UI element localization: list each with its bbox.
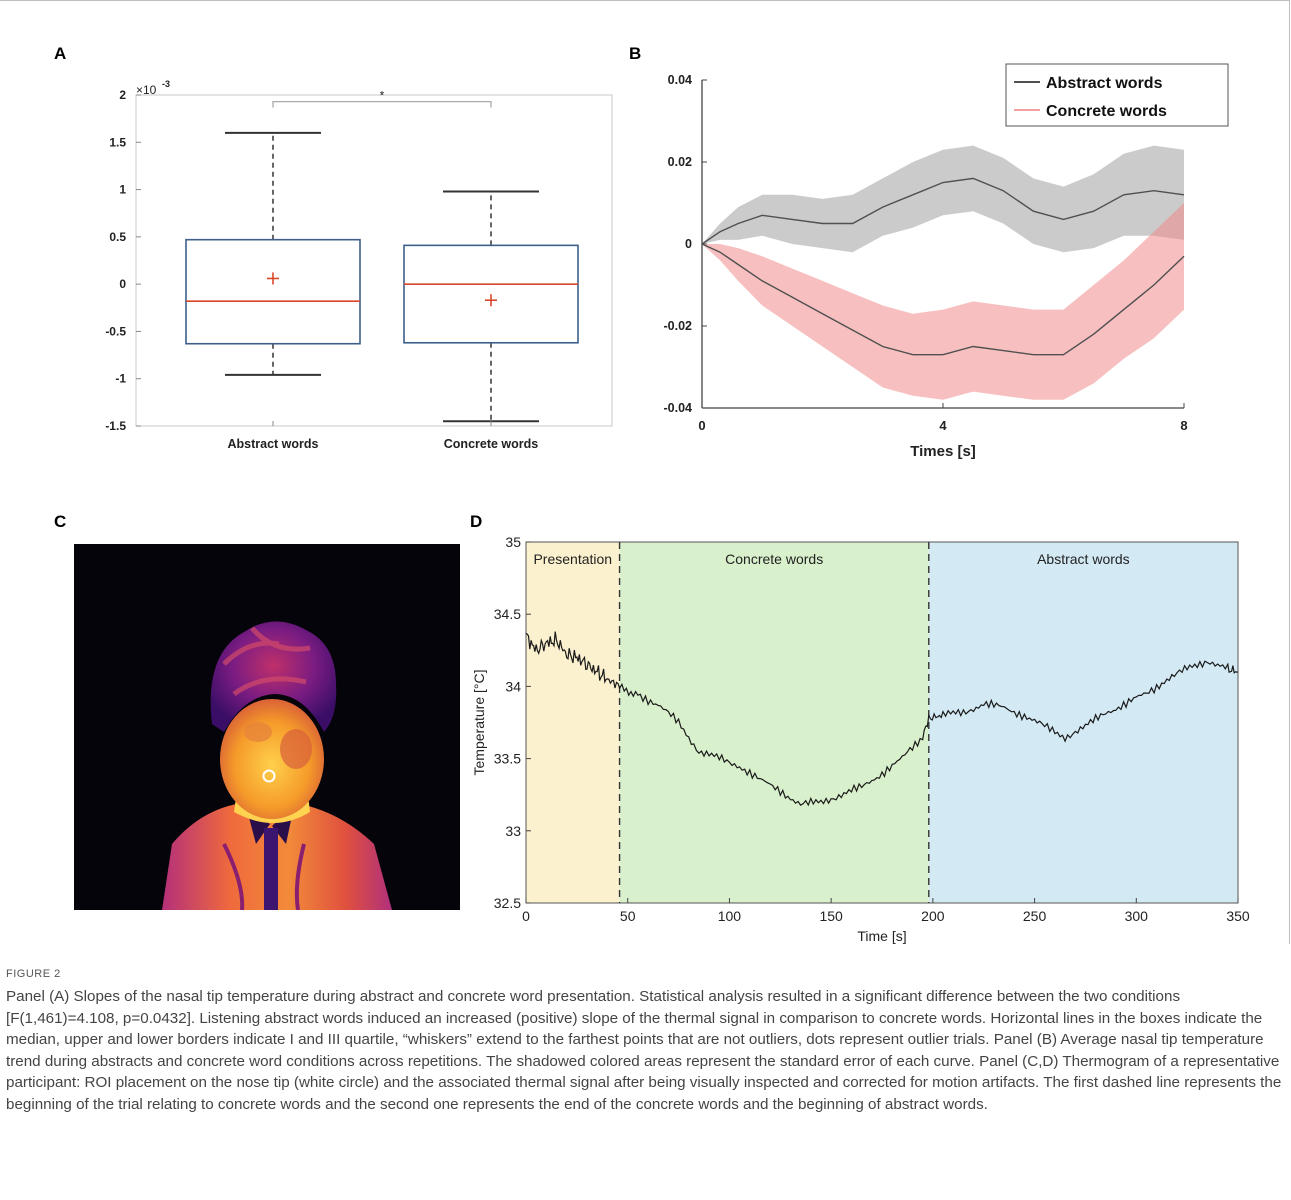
x-axis-label-b: Times [s] [910, 443, 976, 460]
y-tick-label-b: 0.02 [668, 155, 692, 169]
y-tick-label-d: 32.5 [494, 895, 521, 911]
y-tick-label-a: -0.5 [105, 324, 126, 338]
roi-circle [262, 769, 276, 783]
panel-letter-d: D [470, 512, 483, 531]
plot-area-d [525, 541, 1239, 904]
y-axis-label-d: Temperature [°C] [471, 670, 487, 776]
region-label: Abstract words [1037, 551, 1130, 567]
y-tick-label-b: -0.02 [664, 319, 693, 333]
legend-box [1005, 63, 1229, 127]
temperature-signal-line [525, 631, 1239, 807]
se-band-concrete [702, 203, 1184, 400]
y-tick-label-d: 33 [505, 823, 521, 839]
axis-exponent-label: -3 [162, 79, 170, 89]
x-tick-label-d: 0 [522, 908, 530, 924]
series-line-abstract [701, 177, 1185, 245]
region-1 [619, 542, 929, 903]
thermogram-image [74, 544, 460, 910]
figure-caption: FIGURE 2 Panel (A) Slopes of the nasal t… [6, 968, 1286, 1115]
temperature-trend-chart: 0.04 0.02 0 -0.02 -0.04 0 4 8 Times [s] Abstract … [664, 63, 1229, 460]
y-tick-label-a: 1.5 [109, 135, 126, 149]
caption-text: Panel (A) Slopes of the nasal tip temper… [6, 986, 1286, 1115]
y-tick-label-a: 1 [119, 183, 126, 197]
y-tick-label-a: 0.5 [109, 230, 126, 244]
x-tick-label-d: 350 [1226, 908, 1250, 924]
plot-area-a [135, 94, 613, 427]
panel-letter-a: A [54, 44, 67, 63]
x-tick-label-d: 200 [921, 908, 945, 924]
x-tick-label-d: 100 [718, 908, 742, 924]
y-tick-label-a: 0 [119, 277, 126, 291]
y-tick-label-d: 34.5 [494, 606, 521, 622]
x-tick-label-d: 150 [819, 908, 843, 924]
box-concrete [403, 244, 579, 344]
legend-label: Concrete words [1046, 103, 1167, 120]
x-tick-label-d: 300 [1125, 908, 1149, 924]
y-tick-label-a: -1.5 [105, 419, 126, 433]
region-label: Concrete words [725, 551, 823, 567]
significance-bracket [272, 100, 492, 108]
x-tick-label-b: 8 [1180, 418, 1187, 433]
panel-letter-b: B [629, 44, 642, 63]
x-tick-label-d: 250 [1023, 908, 1047, 924]
y-tick-label-d: 33.5 [494, 751, 521, 767]
y-tick-label-b: 0 [685, 237, 692, 251]
axis-multiplier-label: ×10 [136, 83, 157, 97]
caption-text-body: Panel (A) Slopes of the nasal tip temper… [6, 988, 1282, 1113]
y-tick-label-d: 34 [505, 678, 521, 694]
x-tick-label-a: Abstract words [228, 437, 319, 451]
se-band-abstract [702, 145, 1184, 253]
x-tick-label-d: 50 [620, 908, 636, 924]
box-abstract [185, 238, 361, 345]
y-tick-label-a: 2 [119, 88, 126, 102]
y-tick-label-a: -1 [115, 372, 126, 386]
legend-label: Abstract words [1046, 75, 1163, 92]
significance-marker: * [380, 89, 385, 103]
box-plot-chart: 2 1.5 1 0.5 0 -0.5 -1 -1.5 ×10 -3 Abstract words Co… [105, 79, 613, 451]
series-line-concrete [701, 243, 1185, 356]
x-axis-label-d: Time [s] [857, 928, 906, 944]
figure-frame [0, 0, 1290, 944]
x-tick-label-b: 0 [698, 418, 705, 433]
y-tick-label-b: 0.04 [668, 73, 692, 87]
region-label: Presentation [533, 551, 612, 567]
y-tick-label-b: -0.04 [664, 401, 693, 415]
y-tick-label-d: 35 [505, 534, 521, 550]
panel-letter-c: C [54, 512, 67, 531]
region-2 [928, 542, 1238, 903]
x-tick-label-a: Concrete words [444, 437, 539, 451]
region-0 [526, 542, 620, 903]
caption-label: FIGURE 2 [6, 968, 61, 980]
thermal-signal-chart: Presentation Concrete words Abstract words… [471, 534, 1250, 944]
x-tick-label-b: 4 [939, 418, 947, 433]
